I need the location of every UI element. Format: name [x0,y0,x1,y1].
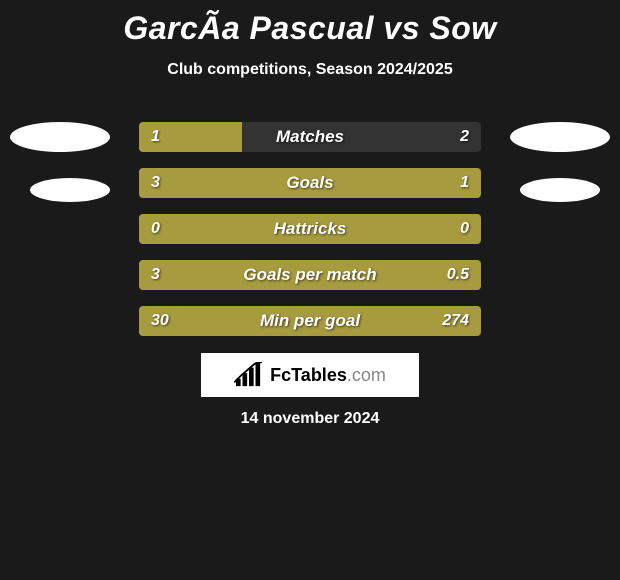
brand-name: FcTables [270,365,347,385]
brand-text: FcTables.com [270,365,386,386]
player-right-team-placeholder [520,178,600,202]
comparison-title: GarcÃ­a Pascual vs Sow [0,0,620,47]
stat-row: 3Goals1 [139,168,481,198]
bar-chart-icon [234,362,264,388]
stat-label: Goals per match [139,260,481,290]
player-right-photo-placeholder [510,122,610,152]
stat-value-right: 2 [460,122,469,152]
brand-suffix: .com [347,365,386,385]
stat-row: 3Goals per match0.5 [139,260,481,290]
stat-row: 1Matches2 [139,122,481,152]
brand-badge: FcTables.com [201,353,419,397]
stat-label: Goals [139,168,481,198]
stat-value-right: 0 [460,214,469,244]
stat-label: Min per goal [139,306,481,336]
player-left-photo-placeholder [10,122,110,152]
stat-value-right: 1 [460,168,469,198]
snapshot-date: 14 november 2024 [0,410,620,428]
stat-value-right: 0.5 [447,260,469,290]
stat-label: Matches [139,122,481,152]
stat-row: 30Min per goal274 [139,306,481,336]
stat-value-right: 274 [442,306,469,336]
comparison-bars: 1Matches23Goals10Hattricks03Goals per ma… [139,122,481,352]
stat-label: Hattricks [139,214,481,244]
comparison-subtitle: Club competitions, Season 2024/2025 [0,61,620,79]
stat-row: 0Hattricks0 [139,214,481,244]
player-left-team-placeholder [30,178,110,202]
